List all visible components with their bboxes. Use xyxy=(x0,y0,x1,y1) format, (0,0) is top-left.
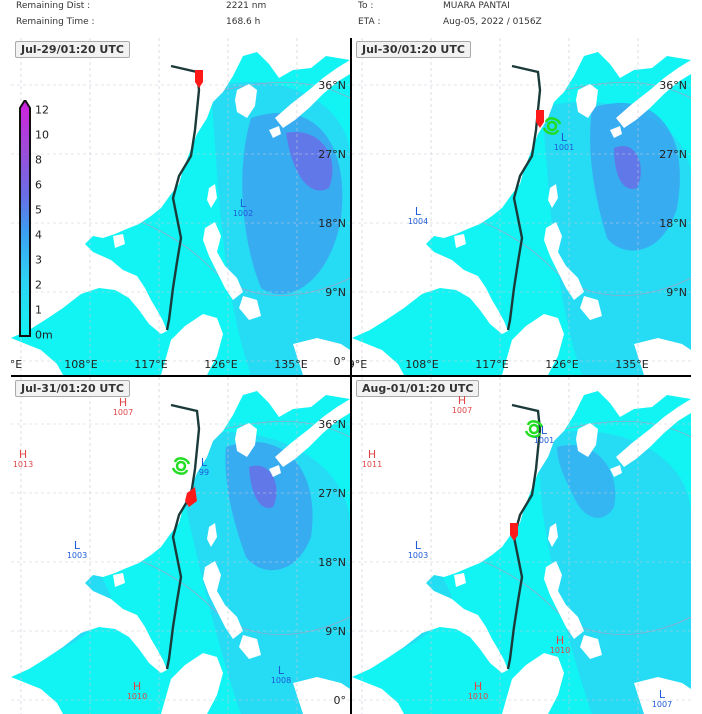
ship-route xyxy=(506,64,542,331)
panel-timestamp: Aug-01/01:20 UTC xyxy=(356,380,480,397)
remaining-dist-value: 2221 nm xyxy=(226,1,267,11)
destination-label: To : xyxy=(358,1,374,11)
ship-route xyxy=(165,403,201,670)
forecast-map-grid: Jul-29/01:20 UTC L 1002 36°N 27°N 18°N 9°… xyxy=(11,38,691,714)
wave-height-map xyxy=(352,38,691,375)
lon-label: 99°E xyxy=(352,358,368,371)
high-pressure-label: H 1011 xyxy=(361,448,383,469)
lon-label: 117°E xyxy=(475,358,509,371)
eta-value: Aug-05, 2022 / 0156Z xyxy=(443,17,542,27)
lat-label: 9°N xyxy=(325,286,346,299)
remaining-time-value: 168.6 h xyxy=(226,17,261,27)
wave-height-map xyxy=(11,38,350,375)
lon-label: 108°E xyxy=(405,358,439,371)
low-pressure-label: L 1008 xyxy=(270,664,292,685)
low-pressure-label: L 1004 xyxy=(407,205,429,226)
low-pressure-label: L 1001 xyxy=(533,424,555,445)
low-pressure-label: L 1002 xyxy=(232,197,254,218)
destination-value: MUARA PANTAI xyxy=(443,1,510,11)
forecast-panel-3: Jul-31/01:20 UTC H 1007 H 1013 L 99 L 1003 L… xyxy=(11,377,350,714)
high-pressure-label: H 1010 xyxy=(467,680,489,701)
lon-label: 108°E xyxy=(64,358,98,371)
lon-label: 135°E xyxy=(615,358,649,371)
lat-label: 36°N xyxy=(318,79,346,92)
legend-label: 6 xyxy=(35,178,42,192)
high-pressure-label: H 1013 xyxy=(12,448,34,469)
remaining-dist-label: Remaining Dist : xyxy=(16,1,91,11)
legend-label: 10 xyxy=(35,128,49,142)
legend-label: 12 xyxy=(35,103,49,117)
lat-label: 27°N xyxy=(318,487,346,500)
wave-height-colorbar xyxy=(19,100,31,337)
remaining-time-label: Remaining Time : xyxy=(16,17,95,27)
panel-timestamp: Jul-29/01:20 UTC xyxy=(15,41,130,58)
lon-label: 99°E xyxy=(11,358,23,371)
typhoon-icon[interactable] xyxy=(542,117,562,135)
lat-label: 0° xyxy=(333,694,347,707)
wave-height-map xyxy=(352,377,691,714)
panel-timestamp: Jul-30/01:20 UTC xyxy=(356,41,471,58)
low-pressure-label: L 1003 xyxy=(407,539,429,560)
lat-label: 9°N xyxy=(325,625,346,638)
lat-label: 18°N xyxy=(318,217,346,230)
ship-position-marker[interactable] xyxy=(536,110,544,128)
panel-timestamp: Jul-31/01:20 UTC xyxy=(15,380,130,397)
high-pressure-label: H 1010 xyxy=(549,634,571,655)
lon-label: 126°E xyxy=(545,358,579,371)
legend-label: 1 xyxy=(35,303,42,317)
lon-label: 135°E xyxy=(274,358,308,371)
lon-label: 126°E xyxy=(204,358,238,371)
typhoon-icon[interactable] xyxy=(171,457,191,475)
legend-label: 3 xyxy=(35,253,42,267)
legend-label: 2 xyxy=(35,278,42,292)
low-pressure-label: L 99 xyxy=(198,456,210,477)
lat-label: 36°N xyxy=(659,79,687,92)
wave-region-peak xyxy=(286,132,333,191)
high-pressure-label: H 1007 xyxy=(451,394,473,415)
high-pressure-label: H 1010 xyxy=(126,680,148,701)
ship-position-marker[interactable] xyxy=(510,523,518,541)
wave-height-legend: 12 10 8 6 5 4 3 2 1 0m xyxy=(18,100,62,342)
legend-label: 8 xyxy=(35,153,42,167)
forecast-panel-1: Jul-29/01:20 UTC L 1002 36°N 27°N 18°N 9°… xyxy=(11,38,350,375)
legend-label: 5 xyxy=(35,203,42,217)
lat-label: 0° xyxy=(333,355,347,368)
wave-region-peak xyxy=(614,146,641,189)
wave-region-high xyxy=(557,445,616,518)
forecast-panel-2: Jul-30/01:20 UTC L 1001 L 1004 36°N 27°N 1… xyxy=(352,38,691,375)
lat-label: 9°N xyxy=(666,286,687,299)
high-pressure-label: H 1007 xyxy=(112,396,134,417)
ship-position-marker[interactable] xyxy=(195,70,203,88)
low-pressure-label: L 1007 xyxy=(651,688,673,709)
legend-label: 4 xyxy=(35,228,42,242)
low-pressure-label: L 1001 xyxy=(553,131,575,152)
typhoon-icon[interactable] xyxy=(524,420,544,438)
ship-position-marker[interactable] xyxy=(185,487,197,507)
ship-route xyxy=(165,64,201,331)
forecast-panel-4: Aug-01/01:20 UTC H 1007 L 1001 H 1011 L 1003… xyxy=(352,377,691,714)
wave-region-moderate xyxy=(537,430,691,714)
lat-label: 27°N xyxy=(659,148,687,161)
low-pressure-label: L 1003 xyxy=(66,539,88,560)
lat-label: 36°N xyxy=(318,418,346,431)
lat-label: 27°N xyxy=(318,148,346,161)
lat-label: 18°N xyxy=(318,556,346,569)
wave-height-map xyxy=(11,377,350,714)
lon-label: 117°E xyxy=(134,358,168,371)
eta-label: ETA : xyxy=(358,17,381,27)
legend-label: 0m xyxy=(35,328,53,342)
wave-region-peak xyxy=(249,465,277,508)
lat-label: 18°N xyxy=(659,217,687,230)
